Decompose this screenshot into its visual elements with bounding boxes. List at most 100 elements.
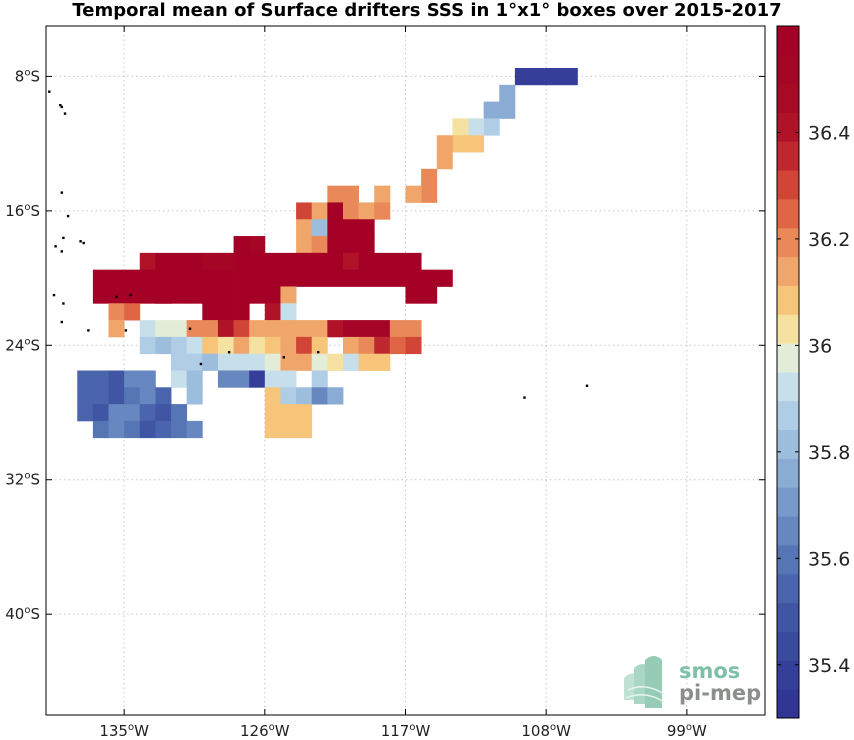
y-tick-label-2: 24oS: [5, 336, 40, 354]
cell-128: [249, 336, 266, 355]
y-axis-ticks: 8oS 16oS 24oS 32oS 40oS: [5, 67, 765, 623]
cell-53: [374, 252, 391, 271]
cell-85: [280, 286, 297, 304]
cell-81: [124, 286, 141, 304]
grid-lines: [46, 26, 765, 715]
cell-15: [421, 185, 438, 203]
cell-89: [171, 286, 188, 304]
cell-35: [358, 236, 375, 254]
cell-171: [186, 387, 203, 405]
cell-104: [155, 320, 172, 338]
island-2: [60, 105, 63, 109]
cell-166: [92, 387, 109, 405]
colorbar-segment-14: [777, 285, 799, 315]
island-22: [188, 327, 192, 330]
cell-105: [171, 320, 188, 338]
cell-142: [233, 353, 250, 371]
cell-118: [374, 320, 391, 338]
cell-178: [92, 404, 109, 422]
cell-190: [139, 420, 156, 439]
cell-196: [296, 420, 313, 439]
cell-139: [186, 353, 203, 371]
cell-61: [171, 269, 188, 287]
cell-24: [358, 202, 375, 220]
cell-50: [327, 252, 344, 271]
cell-136: [389, 336, 406, 355]
cell-77: [421, 269, 438, 287]
cell-195: [280, 420, 297, 439]
colorbar-segment-17: [777, 199, 799, 229]
cell-64: [217, 269, 234, 287]
cell-179: [108, 404, 125, 422]
cell-91: [202, 286, 219, 304]
cell-75: [389, 269, 406, 287]
cell-48: [296, 252, 313, 271]
cell-96: [124, 303, 141, 321]
cell-113: [296, 320, 313, 338]
cell-175: [311, 387, 328, 405]
cell-133: [342, 336, 360, 355]
cell-37: [249, 236, 266, 254]
cell-36: [233, 236, 250, 254]
cell-14: [421, 168, 438, 187]
island-15: [124, 329, 128, 332]
cell-93: [233, 286, 250, 304]
cell-123: [171, 336, 188, 355]
cell-112: [280, 320, 297, 338]
colorbar-tick-label-1: 35.6: [808, 548, 850, 570]
cell-176: [327, 387, 344, 405]
cell-69: [296, 269, 313, 287]
cell-59: [139, 269, 156, 287]
cell-156: [139, 370, 156, 388]
cell-25: [374, 202, 391, 220]
island-13: [60, 320, 63, 324]
cell-44: [233, 252, 250, 271]
colorbar-tick-label-2: 35.8: [808, 442, 850, 464]
cell-94: [249, 286, 266, 304]
cell-155: [124, 370, 141, 388]
x-tick-label-2: 117oW: [381, 722, 431, 740]
island-1: [59, 104, 62, 107]
cell-182: [155, 404, 172, 422]
cell-137: [405, 336, 422, 355]
colorbar-segment-8: [777, 458, 799, 488]
colorbar-tick-label-5: 36.4: [808, 122, 850, 144]
cell-126: [217, 336, 234, 355]
cell-194: [264, 420, 281, 439]
cell-109: [233, 320, 250, 338]
cell-152: [77, 370, 94, 388]
cell-161: [249, 370, 266, 388]
cell-16: [342, 185, 360, 203]
cell-159: [217, 370, 234, 388]
y-tick-label-3: 32oS: [5, 471, 40, 489]
cell-21: [311, 202, 328, 220]
cell-3: [561, 68, 578, 86]
cell-154: [108, 370, 125, 388]
cell-116: [342, 320, 360, 338]
cell-88: [155, 286, 172, 304]
cell-168: [124, 387, 141, 405]
cell-99: [233, 303, 250, 321]
island-11: [52, 293, 56, 297]
cell-120: [405, 320, 422, 338]
colorbar-tick-label-4: 36.2: [808, 229, 850, 251]
colorbar-tick-label-0: 35.4: [808, 655, 850, 677]
x-tick-label-0: 135oW: [99, 722, 149, 740]
cell-122: [155, 336, 172, 355]
cell-127: [233, 336, 250, 355]
cell-68: [280, 269, 297, 287]
cell-32: [311, 236, 328, 254]
cell-40: [171, 252, 188, 271]
cell-56: [92, 269, 109, 287]
colorbar-segment-9: [777, 429, 799, 459]
cell-41: [186, 252, 203, 271]
island-7: [79, 240, 82, 243]
cell-111: [264, 320, 281, 338]
cell-170: [155, 387, 172, 405]
island-6: [62, 236, 65, 240]
island-16: [129, 293, 132, 297]
cell-31: [296, 236, 313, 254]
cell-191: [155, 420, 172, 439]
cell-28: [327, 219, 344, 237]
colorbar-segment-22: [777, 54, 799, 85]
